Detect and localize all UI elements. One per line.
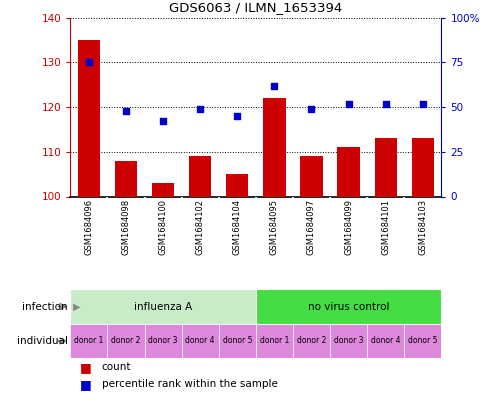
Bar — [329, 324, 366, 358]
Bar — [263, 98, 285, 196]
Text: no virus control: no virus control — [307, 301, 389, 312]
Point — [381, 100, 389, 107]
Title: GDS6063 / ILMN_1653394: GDS6063 / ILMN_1653394 — [169, 1, 342, 14]
Point — [196, 106, 204, 112]
Bar — [226, 174, 248, 196]
Bar — [411, 138, 433, 196]
Text: donor 3: donor 3 — [148, 336, 178, 345]
Text: GSM1684102: GSM1684102 — [195, 199, 204, 255]
Text: donor 5: donor 5 — [407, 336, 437, 345]
Bar — [366, 324, 404, 358]
Text: influenza A: influenza A — [134, 301, 192, 312]
Bar — [70, 289, 256, 324]
Text: ■: ■ — [80, 378, 91, 391]
Text: GSM1684095: GSM1684095 — [269, 199, 278, 255]
Bar — [181, 324, 218, 358]
Bar — [256, 324, 292, 358]
Point — [418, 100, 426, 107]
Text: percentile rank within the sample: percentile rank within the sample — [102, 379, 277, 389]
Bar — [144, 324, 181, 358]
Point — [233, 113, 241, 119]
Bar — [337, 147, 359, 196]
Point — [85, 59, 92, 66]
Bar — [218, 324, 256, 358]
Bar — [404, 324, 440, 358]
Bar — [77, 40, 100, 196]
Text: GSM1684099: GSM1684099 — [343, 199, 352, 255]
Point — [122, 108, 130, 114]
Point — [270, 83, 278, 89]
Text: GSM1684096: GSM1684096 — [84, 199, 93, 255]
Text: donor 1: donor 1 — [74, 336, 104, 345]
Text: individual: individual — [17, 336, 68, 346]
Bar — [151, 183, 174, 196]
Bar — [300, 156, 322, 196]
Point — [307, 106, 315, 112]
Bar — [107, 324, 144, 358]
Text: GSM1684097: GSM1684097 — [306, 199, 316, 255]
Text: GSM1684104: GSM1684104 — [232, 199, 242, 255]
Text: GSM1684101: GSM1684101 — [380, 199, 390, 255]
Text: donor 1: donor 1 — [259, 336, 288, 345]
Text: donor 4: donor 4 — [370, 336, 400, 345]
Text: GSM1684098: GSM1684098 — [121, 199, 130, 255]
Point — [159, 118, 166, 125]
Text: donor 2: donor 2 — [296, 336, 326, 345]
Bar — [256, 289, 440, 324]
Text: ■: ■ — [80, 361, 91, 374]
Bar — [374, 138, 396, 196]
Text: donor 5: donor 5 — [222, 336, 252, 345]
Bar — [189, 156, 211, 196]
Text: GSM1684103: GSM1684103 — [417, 199, 426, 255]
Text: donor 3: donor 3 — [333, 336, 363, 345]
Text: infection: infection — [22, 301, 68, 312]
Text: GSM1684100: GSM1684100 — [158, 199, 167, 255]
Bar — [70, 324, 107, 358]
Point — [344, 100, 352, 107]
Text: count: count — [102, 362, 131, 373]
Bar — [115, 161, 137, 196]
Text: ▶: ▶ — [73, 301, 80, 312]
Text: donor 4: donor 4 — [185, 336, 214, 345]
Text: donor 2: donor 2 — [111, 336, 140, 345]
Bar — [292, 324, 330, 358]
